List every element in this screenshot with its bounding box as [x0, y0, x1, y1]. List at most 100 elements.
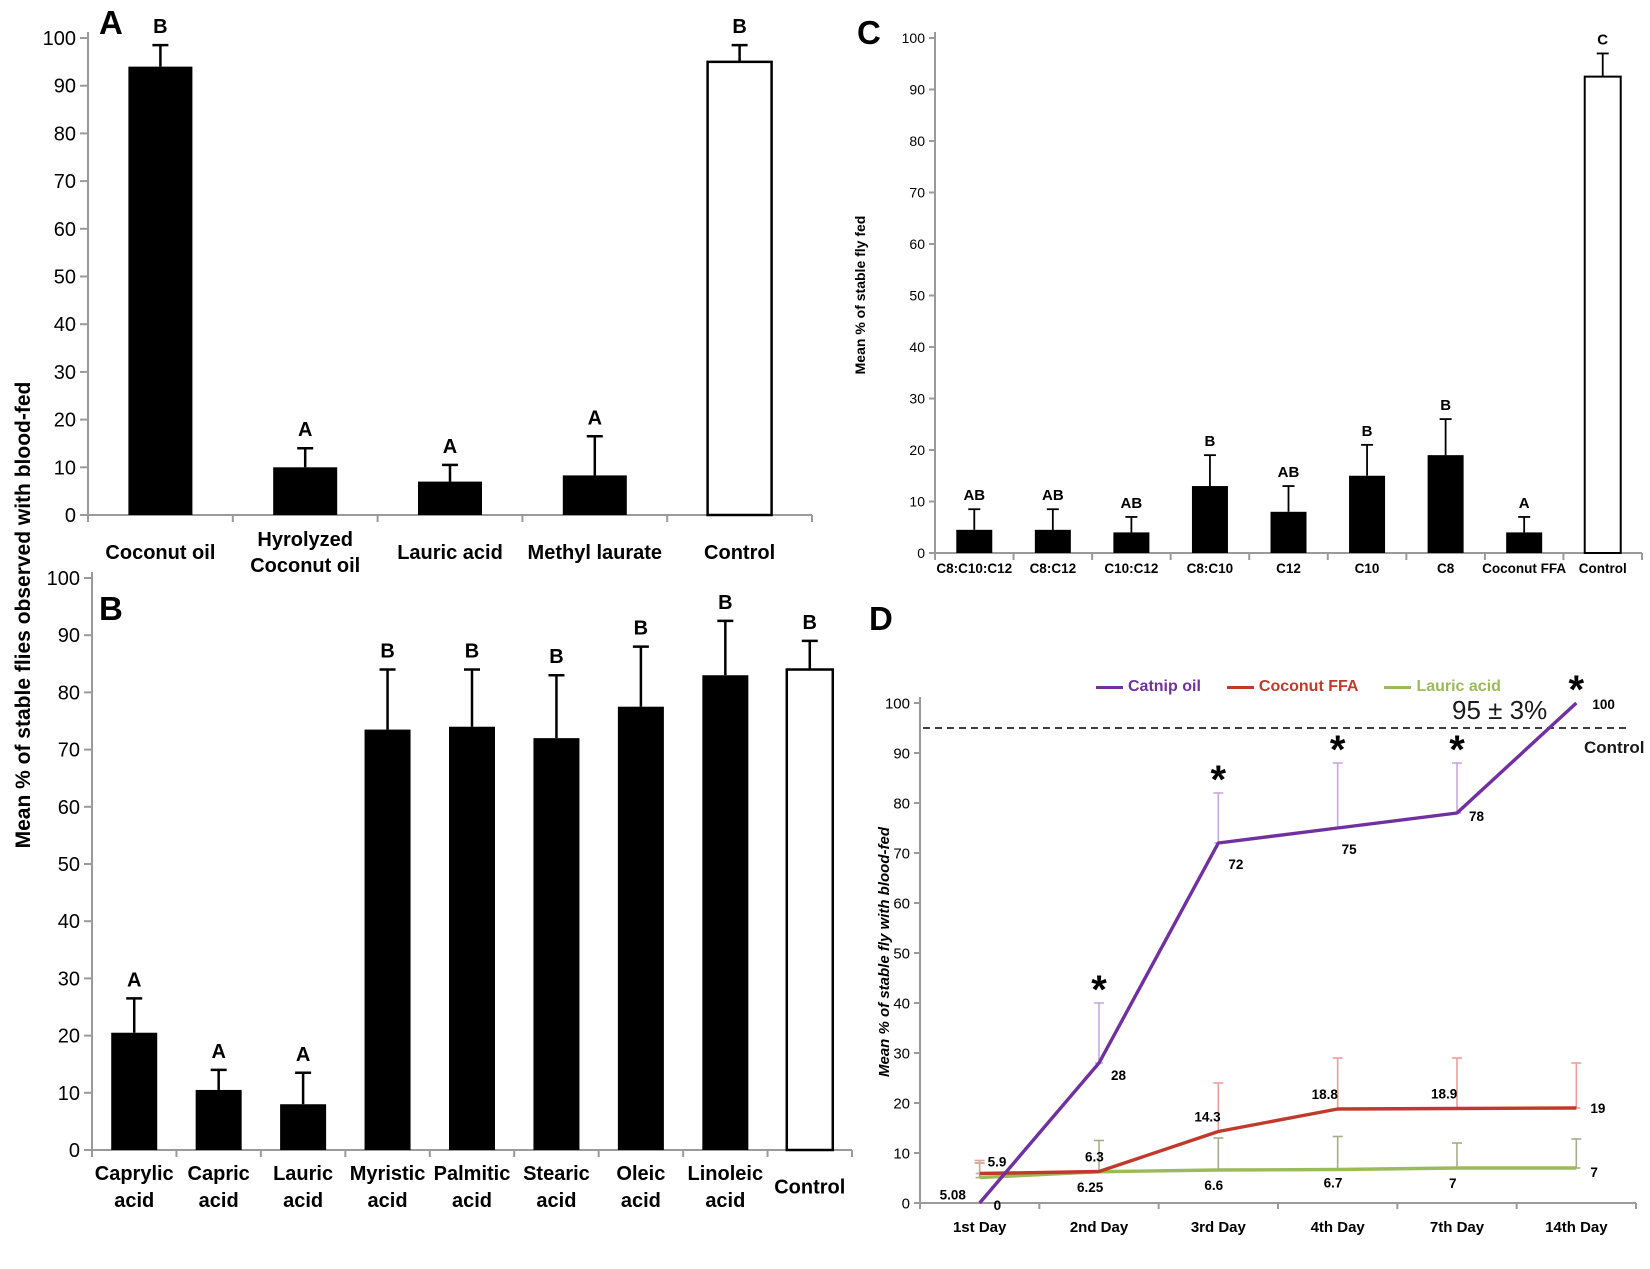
- category-label: Palmitic: [434, 1163, 511, 1185]
- y-tick-label: 100: [885, 695, 910, 712]
- y-tick-label: 50: [54, 267, 76, 289]
- series-line: [979, 1106, 1577, 1176]
- point-label: 18.8: [1312, 1087, 1339, 1102]
- sig-letter: B: [153, 16, 167, 38]
- x-category-label: 1st Day: [953, 1219, 1007, 1236]
- y-tick-label: 50: [58, 854, 80, 876]
- category-label: C8:C10:C12: [936, 561, 1012, 576]
- sig-letter: A: [1519, 495, 1530, 512]
- y-tick-label: 10: [58, 1083, 80, 1105]
- y-tick-label: 30: [54, 362, 76, 384]
- yaxis-label-panels-ab: Mean % of stable flies observed with blo…: [12, 381, 35, 849]
- legend: Catnip oil Coconut FFA Lauric acid: [1096, 678, 1501, 696]
- sig-letter: A: [127, 969, 141, 991]
- x-category-label: 7th Day: [1430, 1219, 1485, 1236]
- point-label: 5.9: [988, 1155, 1007, 1170]
- bar: [1270, 511, 1307, 553]
- y-tick-label: 60: [893, 895, 910, 912]
- y-tick-label: 60: [909, 236, 925, 252]
- point-label: 6.7: [1324, 1176, 1343, 1191]
- y-tick-label: 40: [54, 314, 76, 336]
- x-category-label: 14th Day: [1545, 1219, 1608, 1236]
- category-label: acid: [705, 1190, 745, 1212]
- point-label: 78: [1469, 809, 1485, 824]
- category-label: C12: [1276, 561, 1301, 576]
- bar: [706, 60, 773, 517]
- y-tick-label: 60: [58, 797, 80, 819]
- y-tick-label: 80: [909, 133, 925, 149]
- y-tick-label: 30: [909, 390, 925, 406]
- category-label: Coconut oil: [105, 542, 215, 564]
- bar: [195, 1089, 242, 1150]
- y-tick-label: 70: [58, 740, 80, 762]
- y-tick-label: 80: [54, 123, 76, 145]
- sig-letter: B: [718, 592, 732, 614]
- bar: [1113, 532, 1150, 553]
- bar: [1349, 475, 1386, 553]
- bar: [111, 1032, 158, 1150]
- yaxis-label-panel-d: Mean % of stable fly with blood-fed: [876, 826, 893, 1078]
- bar: [702, 675, 749, 1150]
- y-tick-label: 90: [54, 76, 76, 98]
- category-label: acid: [452, 1190, 492, 1212]
- y-tick-label: 20: [909, 442, 925, 458]
- series-line: [978, 701, 1578, 1205]
- y-tick-label: 90: [909, 81, 925, 97]
- sig-letter: A: [211, 1041, 225, 1063]
- y-tick-label: 100: [47, 568, 80, 590]
- sig-letter: A: [443, 436, 457, 458]
- y-tick-label: 100: [902, 30, 926, 46]
- legend-item-coconut-ffa: Coconut FFA: [1226, 678, 1358, 696]
- x-category-label: 3rd Day: [1191, 1219, 1247, 1236]
- category-label: Hyrolyzed: [257, 529, 353, 551]
- yaxis-label-panel-c: Mean % of stable fly fed: [852, 215, 868, 375]
- point-label: 18.9: [1431, 1087, 1457, 1102]
- y-tick-label: 70: [893, 845, 910, 862]
- point-label: 0: [994, 1198, 1002, 1213]
- y-tick-label: 0: [65, 505, 76, 527]
- category-label: acid: [621, 1190, 661, 1212]
- sig-letter: AB: [1121, 495, 1143, 512]
- catnip-oil-line-swatch: [1096, 685, 1123, 689]
- y-tick-label: 90: [58, 625, 80, 647]
- category-label: C8: [1437, 561, 1455, 576]
- point-label: 19: [1590, 1101, 1605, 1116]
- category-label: C8:C12: [1030, 561, 1077, 576]
- point-label: 72: [1228, 857, 1243, 872]
- sig-letter: C: [1597, 31, 1608, 48]
- sig-letter: B: [634, 618, 648, 640]
- bar: [956, 529, 993, 553]
- category-label: C8:C10: [1187, 561, 1234, 576]
- legend-item-catnip-oil: Catnip oil: [1096, 678, 1201, 696]
- category-label: C10: [1355, 561, 1380, 576]
- bar: [1034, 529, 1071, 553]
- x-category-label: 4th Day: [1311, 1219, 1366, 1236]
- category-label: Capric: [188, 1163, 250, 1185]
- bar: [418, 481, 482, 515]
- sig-letter: AB: [1042, 487, 1064, 504]
- lauric-acid-line-swatch: [1384, 685, 1412, 689]
- y-tick-label: 30: [58, 968, 80, 990]
- point-label: 100: [1592, 697, 1615, 712]
- category-label: Control: [774, 1177, 845, 1199]
- bar: [1583, 75, 1622, 554]
- category-label: acid: [199, 1190, 239, 1212]
- category-label: acid: [368, 1190, 408, 1212]
- panel-letter-b: B: [99, 590, 123, 627]
- bar: [785, 668, 835, 1152]
- category-label: Caprylic: [95, 1163, 174, 1185]
- y-tick-label: 20: [54, 410, 76, 432]
- bar: [1427, 455, 1464, 553]
- sig-letter: B: [732, 16, 746, 38]
- y-tick-label: 50: [909, 287, 925, 303]
- bar: [617, 706, 664, 1150]
- y-tick-label: 10: [54, 457, 76, 479]
- category-label: Oleic: [616, 1163, 665, 1185]
- sig-letter: B: [549, 646, 563, 668]
- category-label: Coconut oil: [250, 555, 360, 577]
- significance-asterisk: *: [1211, 758, 1227, 802]
- y-tick-label: 80: [893, 795, 910, 812]
- bar: [280, 1104, 327, 1150]
- sig-letter: A: [298, 419, 312, 441]
- y-tick-label: 100: [43, 28, 76, 50]
